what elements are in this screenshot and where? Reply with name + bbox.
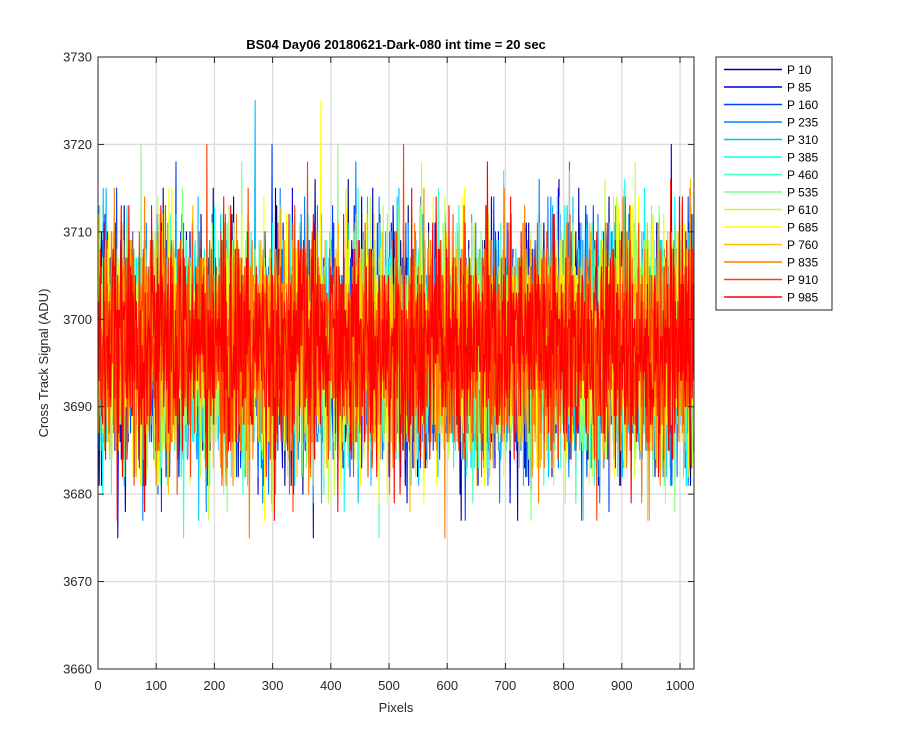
y-tick-label: 3680 <box>63 487 92 502</box>
x-tick-label: 1000 <box>666 678 695 693</box>
x-tick-label: 300 <box>262 678 284 693</box>
legend-box <box>715 56 833 311</box>
legend-label: P 10 <box>787 63 812 77</box>
y-tick-label: 3690 <box>63 399 92 414</box>
y-axis-ticks: 3660 3670 3680 3690 3700 3710 3720 3730 <box>63 50 694 677</box>
legend-label: P 310 <box>787 133 818 147</box>
y-axis-label: Cross Track Signal (ADU) <box>36 289 51 438</box>
x-tick-label: 500 <box>378 678 400 693</box>
legend-items: P 10 P 85 P 160 P 235 P 310 P 385 P 460 P 535 P … <box>724 63 818 305</box>
legend-label: P 535 <box>787 186 818 200</box>
y-tick-label: 3710 <box>63 224 92 239</box>
legend-label: P 835 <box>787 256 818 270</box>
x-tick-label: 900 <box>611 678 633 693</box>
x-tick-label: 200 <box>204 678 226 693</box>
x-tick-label: 100 <box>145 678 167 693</box>
y-tick-label: 3660 <box>63 662 92 677</box>
x-axis-label: Pixels <box>379 700 414 715</box>
legend-label: P 460 <box>787 168 818 182</box>
x-tick-label: 800 <box>553 678 575 693</box>
plot-series <box>98 100 695 539</box>
axes-frame <box>97 56 695 670</box>
legend-label: P 160 <box>787 98 818 112</box>
legend-label: P 685 <box>787 221 818 235</box>
legend-label: P 985 <box>787 291 818 305</box>
x-tick-label: 400 <box>320 678 342 693</box>
legend-label: P 385 <box>787 151 818 165</box>
y-tick-label: 3730 <box>63 50 92 65</box>
legend: P 10 P 85 P 160 P 235 P 310 P 385 P 460 P 535 P … <box>715 56 833 311</box>
legend-label: P 910 <box>787 273 818 287</box>
legend-label: P 85 <box>787 81 812 95</box>
y-tick-label: 3720 <box>63 137 92 152</box>
y-tick-label: 3670 <box>63 574 92 589</box>
x-axis-ticks: 0 100 200 300 400 500 600 700 800 900 1000 <box>94 57 694 693</box>
chart-title: BS04 Day06 20180621-Dark-080 int time = … <box>246 37 546 52</box>
legend-label: P 235 <box>787 116 818 130</box>
x-tick-label: 700 <box>495 678 517 693</box>
series-line-p-835 <box>98 187 695 539</box>
legend-label: P 610 <box>787 203 818 217</box>
y-tick-label: 3700 <box>63 312 92 327</box>
legend-label: P 760 <box>787 238 818 252</box>
x-tick-label: 0 <box>94 678 101 693</box>
series-line-p-985 <box>98 161 695 521</box>
x-tick-label: 600 <box>436 678 458 693</box>
